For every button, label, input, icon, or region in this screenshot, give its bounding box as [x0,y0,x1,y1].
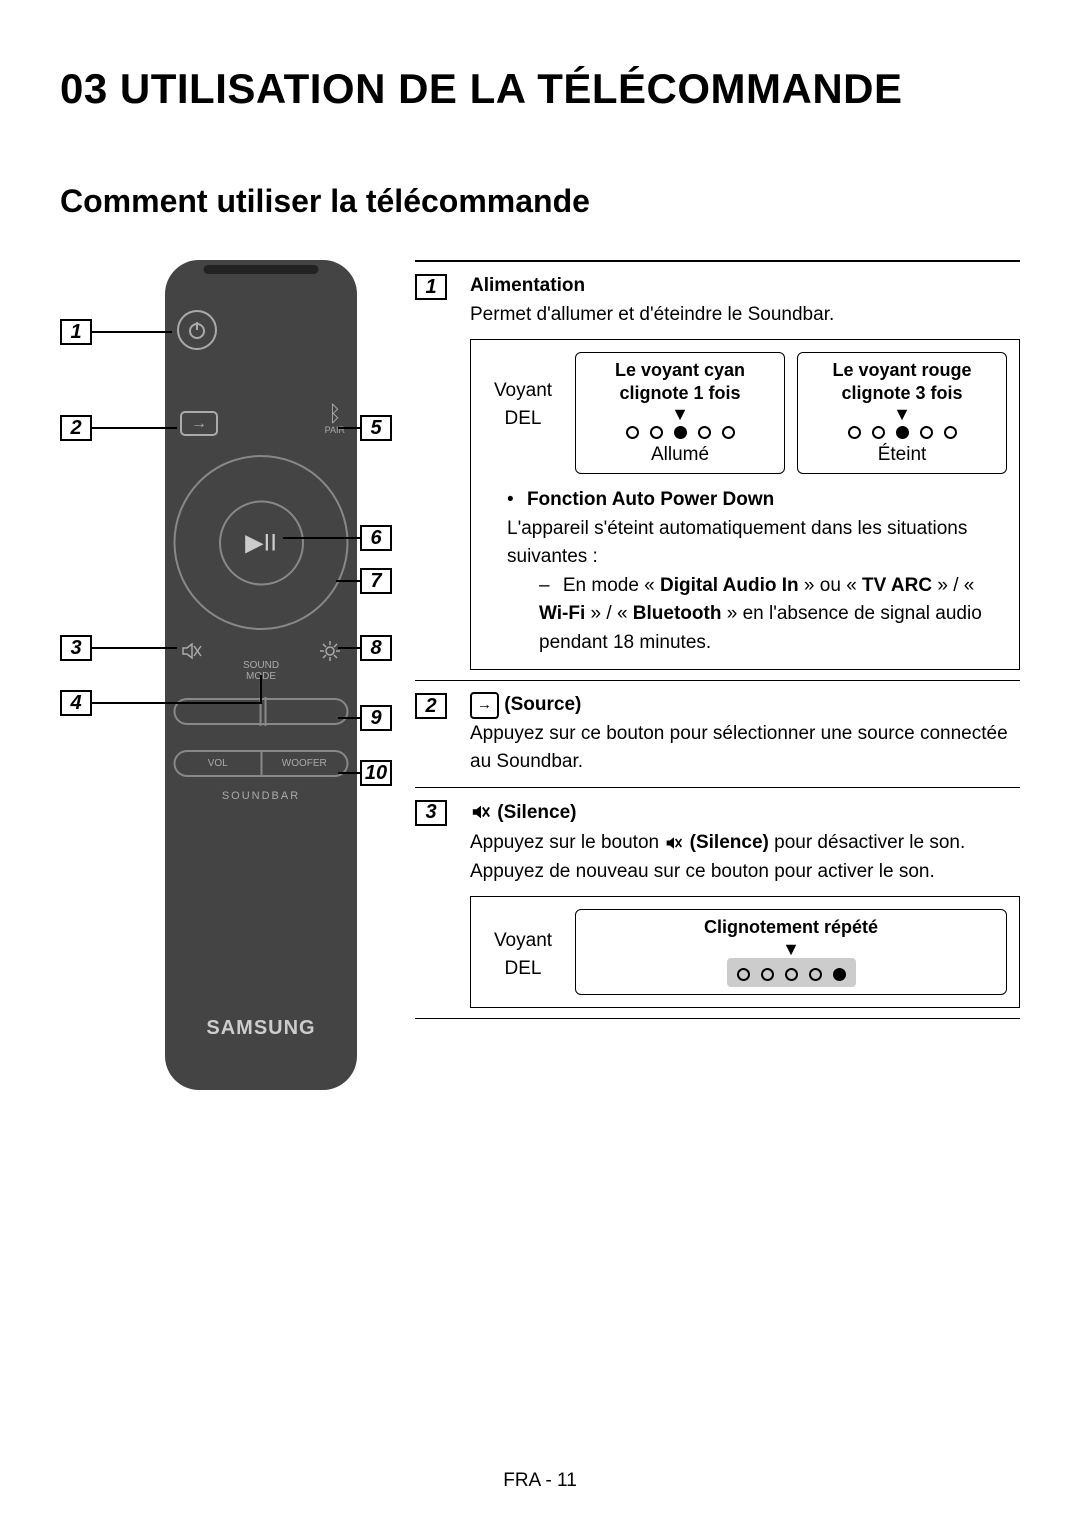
power-led-box: VoyantDEL Le voyant cyanclignote 1 fois … [470,339,1020,670]
connector [92,331,172,333]
page-subheading: Comment utiliser la télécommande [60,183,1020,220]
brand-label: SAMSUNG [206,1017,315,1040]
section-power: 1 Alimentation Permet d'allumer et d'éte… [415,262,1020,681]
nav-wheel: ▶II [174,455,349,630]
section-silence: 3 (Silence) Appuyez sur le bouton (Silen… [415,788,1020,1019]
auto-power-down-section: Fonction Auto Power Down L'appareil s'ét… [483,486,1007,657]
callout-7: 7 [360,568,392,594]
led-panel-off: Le voyant rougeclignote 3 fois ▼ Éteint [797,352,1007,474]
section-num-1: 1 [415,274,447,300]
arrow-down-icon: ▼ [580,941,1002,957]
led-panel-on: Le voyant cyanclignote 1 fois ▼ Allumé [575,352,785,474]
pair-button: ᛒ PAIR [325,403,345,435]
source-title-row: → (Source) [470,691,1020,720]
woofer-label: WOOFER [262,752,347,775]
silence-title: (Silence) [497,802,576,823]
silence-desc: Appuyez sur le bouton (Silence) pour dés… [470,828,1020,887]
vol-label: VOL [176,752,263,775]
auto-detail: En mode « Digital Audio In » ou « TV ARC… [539,572,1001,658]
auto-line1: L'appareil s'éteint automatiquement dans… [507,518,967,568]
led-dots-on [580,426,780,439]
arrow-down-icon: ▼ [802,406,1002,422]
callout-6: 6 [360,525,392,551]
led-dots-off [802,426,1002,439]
silence-panel-cap: Clignotement répété [580,914,1002,941]
play-pause-button: ▶II [219,500,304,585]
led-on-sub: Allumé [580,441,780,470]
led-label: VoyantDEL [483,922,563,982]
section-num-3: 3 [415,800,447,826]
source-title: (Source) [504,694,581,715]
mute-icon-inline [664,828,684,858]
source-button-icon: → [180,411,218,436]
page-number: FRA - 11 [503,1470,577,1492]
silence-led-dots [737,968,846,981]
source-icon: → [470,692,499,719]
power-desc: Permet d'allumer et d'éteindre le Soundb… [470,301,1020,330]
callout-10: 10 [360,760,392,786]
remote-column: 1 2 3 4 5 6 7 8 9 10 → ᛒ [60,260,395,1019]
connector [336,580,363,582]
callout-9: 9 [360,705,392,731]
content-area: 1 2 3 4 5 6 7 8 9 10 → ᛒ [60,260,1020,1019]
led-label: VoyantDEL [483,352,563,474]
mute-icon [470,798,492,828]
page-heading: 03 UTILISATION DE LA TÉLÉCOMMANDE [60,65,1020,113]
led-off-sub: Éteint [802,441,1002,470]
callout-8: 8 [360,635,392,661]
mute-button [181,640,203,667]
connector [260,675,262,704]
remote-ir-top [204,265,319,274]
vol-woofer-rocker: VOL WOOFER [174,750,349,777]
section-num-2: 2 [415,693,447,719]
bluetooth-icon: ᛒ [325,403,345,425]
callout-4: 4 [60,690,92,716]
soundbar-label: SOUNDBAR [222,790,300,802]
connector [92,647,177,649]
callout-5: 5 [360,415,392,441]
arrow-down-icon: ▼ [580,406,780,422]
settings-button [319,640,341,667]
power-button [177,310,217,350]
silence-led-box: VoyantDEL Clignotement répété ▼ [470,896,1020,1008]
callout-2: 2 [60,415,92,441]
callout-1: 1 [60,319,92,345]
auto-title: Fonction Auto Power Down [527,489,774,510]
section-source: 2 → (Source) Appuyez sur ce bouton pour … [415,681,1020,788]
connector [92,702,262,704]
connector [283,537,363,539]
power-title: Alimentation [470,272,1020,301]
silence-led-panel: Clignotement répété ▼ [575,909,1007,995]
source-desc: Appuyez sur ce bouton pour sélectionner … [470,720,1020,777]
connector [92,427,177,429]
description-column: 1 Alimentation Permet d'allumer et d'éte… [415,260,1020,1019]
silence-title-row: (Silence) [470,798,1020,828]
callout-3: 3 [60,635,92,661]
